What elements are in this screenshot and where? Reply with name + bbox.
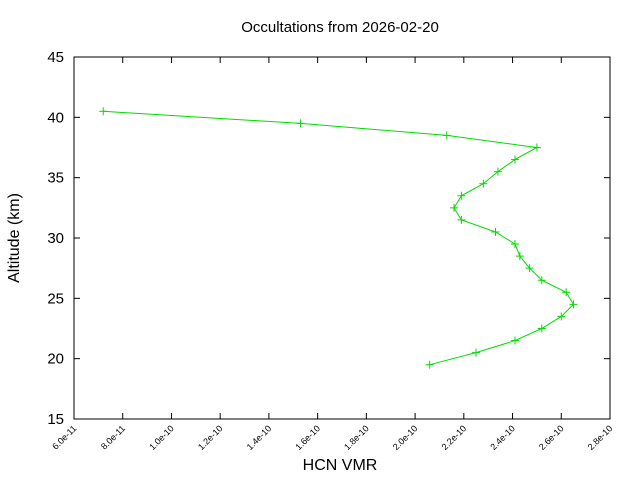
x-axis-ticks xyxy=(73,57,611,419)
data-point-marker xyxy=(537,324,546,333)
y-tick-label: 40 xyxy=(47,109,64,126)
data-point-marker xyxy=(450,203,459,212)
data-point-marker xyxy=(532,143,541,152)
y-tick-label: 30 xyxy=(47,230,64,247)
y-axis-tick-labels: 15 20 25 30 35 40 45 xyxy=(47,49,64,428)
x-tick-label: 2.8e-10 xyxy=(586,423,615,452)
data-point-marker xyxy=(510,240,519,249)
y-tick-label: 15 xyxy=(47,411,64,428)
data-point-marker xyxy=(562,288,571,297)
y-axis-ticks xyxy=(74,56,610,420)
data-point-marker xyxy=(491,227,500,236)
x-tick-label: 1.2e-10 xyxy=(196,423,225,452)
y-tick-label: 20 xyxy=(47,351,64,368)
y-tick-label: 35 xyxy=(47,170,64,187)
data-point-marker xyxy=(425,360,434,369)
x-tick-label: 1.0e-10 xyxy=(147,423,176,452)
x-tick-label: 2.6e-10 xyxy=(537,423,566,452)
x-tick-label: 2.2e-10 xyxy=(440,423,469,452)
data-point-marker xyxy=(557,312,566,321)
series-line xyxy=(103,110,575,366)
data-point-marker xyxy=(493,167,502,176)
data-point-marker xyxy=(537,276,546,285)
series-layer xyxy=(99,107,578,369)
y-tick-label: 45 xyxy=(47,49,64,66)
x-tick-label: 1.6e-10 xyxy=(293,423,322,452)
y-axis-label: Altitude (km) xyxy=(6,193,23,283)
data-point-marker xyxy=(472,348,480,357)
data-point-marker xyxy=(457,191,466,200)
data-point-marker xyxy=(457,215,466,224)
data-point-marker xyxy=(99,107,108,116)
data-point-marker xyxy=(525,264,534,273)
x-tick-label: 1.8e-10 xyxy=(342,423,371,452)
data-point-marker xyxy=(510,336,519,345)
x-tick-label: 2.0e-10 xyxy=(391,423,420,452)
x-tick-label: 2.4e-10 xyxy=(488,423,517,452)
plot-frame xyxy=(73,56,611,420)
data-point-marker xyxy=(569,300,578,309)
x-tick-label: 1.4e-10 xyxy=(245,423,274,452)
data-point-marker xyxy=(510,155,519,164)
data-point-marker xyxy=(515,252,524,261)
data-point-marker xyxy=(479,179,488,188)
data-point-marker xyxy=(296,119,305,128)
data-point-marker xyxy=(442,131,451,140)
x-tick-label: 8.0e-11 xyxy=(99,423,127,451)
x-axis-label: HCN VMR xyxy=(303,457,378,474)
chart-title: Occultations from 2026-02-20 xyxy=(241,19,439,36)
x-axis-tick-labels: 6.0e-11 8.0e-11 1.0e-10 1.2e-10 1.4e-10 1.6e-… xyxy=(50,423,614,452)
y-tick-label: 25 xyxy=(47,290,64,307)
